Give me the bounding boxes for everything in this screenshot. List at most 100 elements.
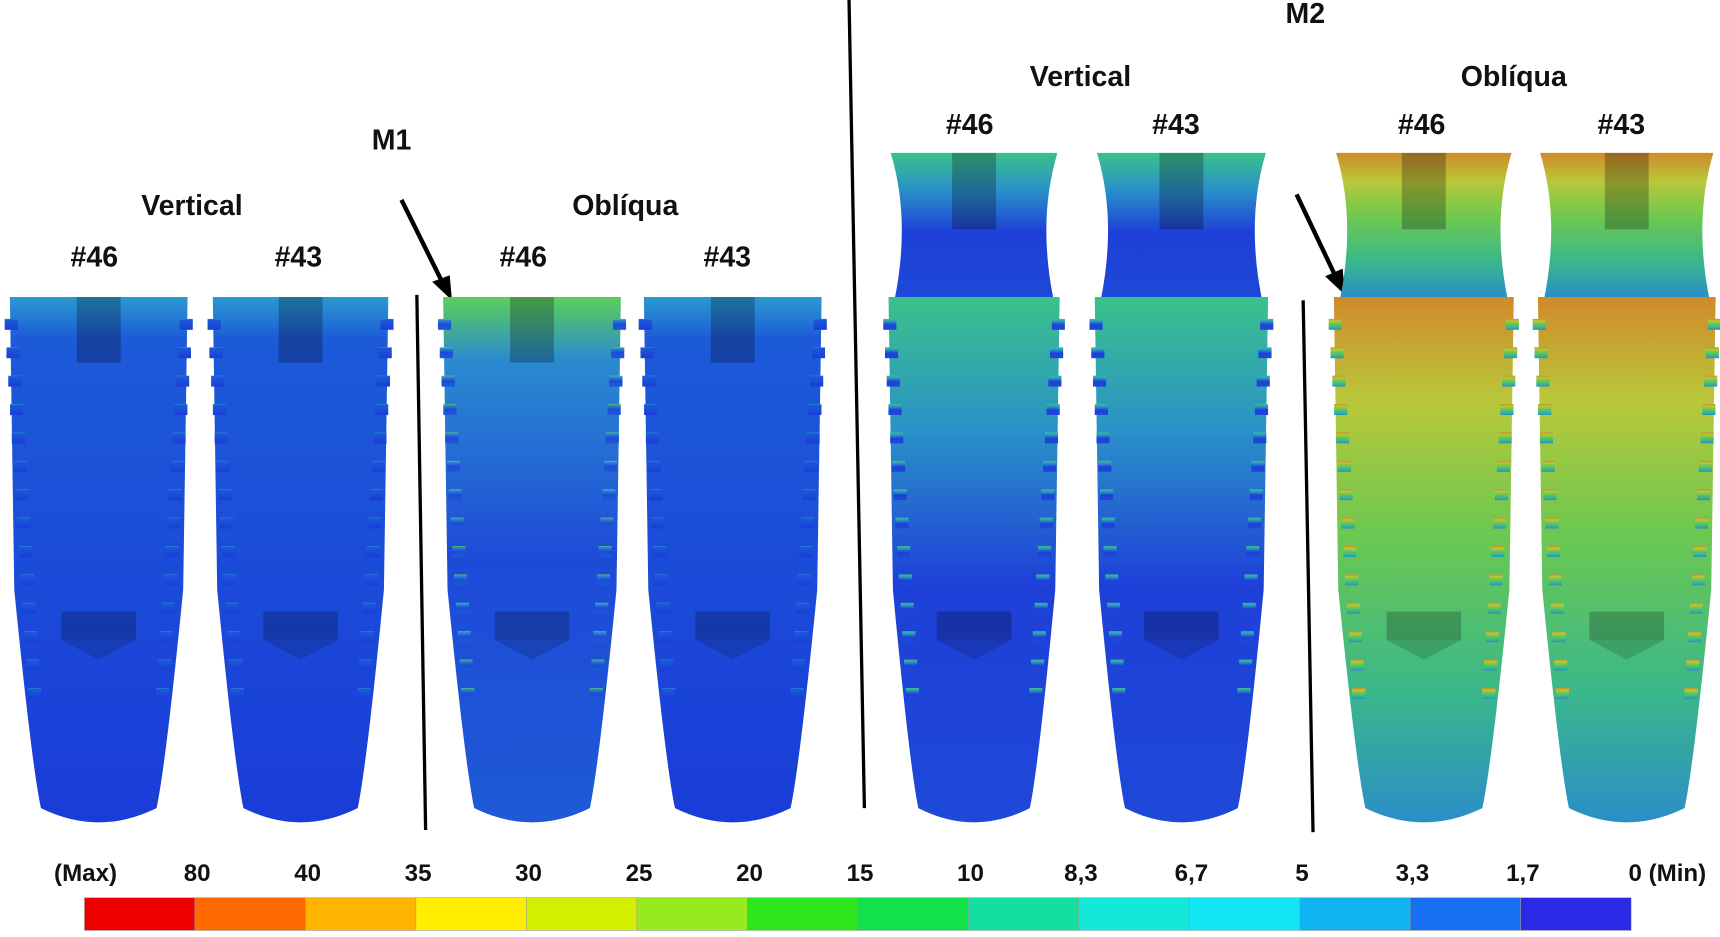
thread <box>1098 460 1112 472</box>
thread <box>1350 659 1364 671</box>
thread <box>1686 659 1700 671</box>
thread <box>1493 517 1507 529</box>
thread <box>212 404 227 415</box>
arrow <box>1294 193 1345 295</box>
thread <box>607 404 621 415</box>
hex-cavity <box>278 297 323 363</box>
thread <box>1702 404 1716 415</box>
thread <box>1500 404 1514 415</box>
thread <box>373 432 387 444</box>
thread <box>230 688 244 699</box>
abutment <box>890 152 1058 298</box>
thread <box>1352 688 1366 699</box>
thread <box>1242 602 1256 614</box>
thread <box>656 602 670 614</box>
hex-cavity <box>710 297 755 363</box>
thread <box>1555 688 1570 699</box>
thread <box>1502 375 1516 387</box>
implant-body <box>1537 297 1716 823</box>
thread <box>221 546 235 557</box>
thread <box>1239 659 1253 671</box>
load-title: Vertical <box>141 190 242 222</box>
thread <box>888 404 902 415</box>
thread <box>1695 517 1709 529</box>
thread <box>1705 347 1720 359</box>
thread <box>1112 688 1126 699</box>
thread <box>227 631 241 643</box>
thread <box>364 574 378 586</box>
thread <box>1348 631 1362 643</box>
thread <box>450 517 464 529</box>
thread <box>1335 432 1350 444</box>
thread <box>1051 318 1065 330</box>
thread <box>1494 489 1509 501</box>
thread <box>644 404 658 415</box>
thread <box>1328 318 1342 330</box>
thread <box>371 460 385 472</box>
thread <box>897 546 911 557</box>
scale-label: 25 <box>626 860 653 887</box>
implant-body <box>888 297 1060 823</box>
thread <box>1036 574 1050 586</box>
thread <box>810 375 824 387</box>
thread <box>1691 574 1705 586</box>
thread <box>211 375 225 387</box>
thread <box>457 631 471 643</box>
thread <box>1244 574 1258 586</box>
thread <box>609 375 623 387</box>
cone <box>936 639 1012 660</box>
thread <box>1034 602 1048 614</box>
thread <box>443 404 457 415</box>
thread <box>1096 432 1110 444</box>
thread <box>156 688 170 699</box>
thread <box>596 574 610 586</box>
thread <box>811 347 826 359</box>
screw-cavity <box>1386 611 1462 640</box>
model-label: M2 <box>1286 0 1326 30</box>
screw-cavity <box>494 611 570 640</box>
thread <box>1541 460 1555 472</box>
screw-cavity <box>263 611 338 640</box>
cone <box>61 639 137 660</box>
scale-label: 1,7 <box>1506 860 1540 887</box>
thread <box>638 318 652 330</box>
thread <box>209 347 223 359</box>
thread <box>360 631 375 643</box>
thread <box>1548 574 1562 586</box>
thread <box>605 432 619 444</box>
thread <box>884 347 899 359</box>
thread <box>1037 546 1052 557</box>
scale-label: 30 <box>515 860 542 887</box>
thread <box>174 404 188 415</box>
thread <box>6 347 20 359</box>
scale-segment <box>857 897 969 931</box>
thread <box>1487 602 1501 614</box>
thread <box>10 404 24 415</box>
scale-segment <box>747 897 859 931</box>
thread <box>603 460 618 472</box>
thread <box>4 318 18 330</box>
thread <box>1029 688 1043 699</box>
thread <box>600 517 614 529</box>
thread <box>27 688 42 699</box>
thread <box>18 546 33 557</box>
scale-label: 20 <box>736 860 763 887</box>
scale-label: 8,3 <box>1064 860 1098 887</box>
thread <box>218 489 232 501</box>
thread <box>900 602 914 614</box>
thread <box>179 318 193 330</box>
thread <box>376 375 391 387</box>
thread <box>1094 404 1108 415</box>
scale-label: 5 <box>1295 860 1308 887</box>
thread <box>441 375 455 387</box>
thread <box>1240 631 1255 643</box>
thread <box>1539 432 1554 444</box>
load-title: Vertical <box>1030 61 1131 93</box>
hex-cavity <box>1604 152 1649 230</box>
thread <box>165 546 179 557</box>
tooth-label: #43 <box>1152 109 1200 141</box>
scale-label: 15 <box>847 860 874 887</box>
thread <box>611 347 625 359</box>
thread <box>883 318 897 330</box>
thread <box>455 602 470 614</box>
